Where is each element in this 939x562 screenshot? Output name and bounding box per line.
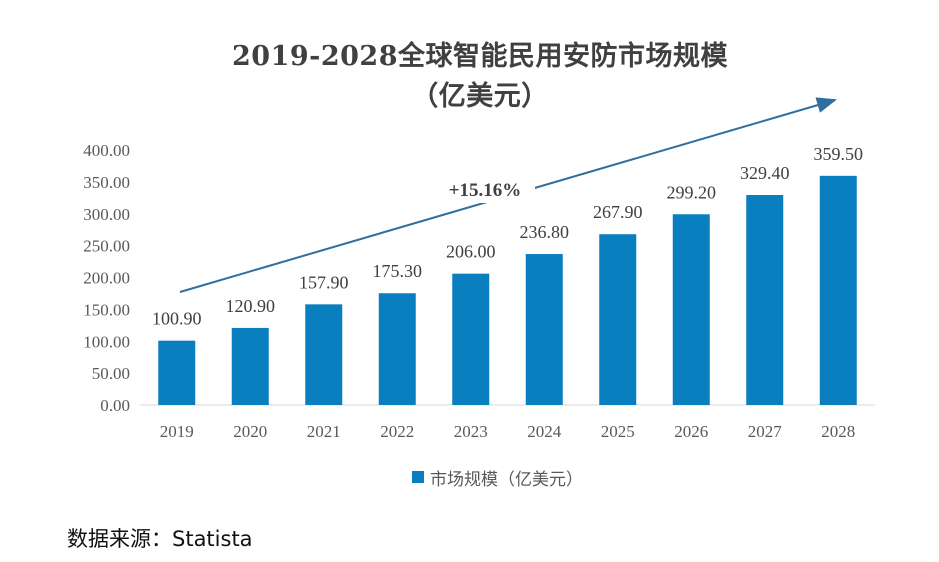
x-tick-label: 2020 bbox=[233, 422, 267, 441]
x-tick-label: 2026 bbox=[674, 422, 708, 441]
data-label: 299.20 bbox=[667, 182, 717, 202]
growth-label-bg bbox=[435, 177, 535, 203]
bar-2028 bbox=[819, 175, 857, 405]
data-label: 206.00 bbox=[446, 242, 496, 262]
bar-2020 bbox=[231, 327, 269, 405]
x-tick-label: 2022 bbox=[380, 422, 414, 441]
y-tick-label: 200.00 bbox=[83, 269, 130, 288]
bar-2024 bbox=[525, 254, 563, 405]
bar-2026 bbox=[672, 214, 710, 405]
data-label: 120.90 bbox=[226, 296, 276, 316]
y-tick-label: 400.00 bbox=[83, 141, 130, 160]
x-tick-label: 2021 bbox=[307, 422, 341, 441]
y-tick-label: 300.00 bbox=[83, 205, 130, 224]
y-tick-label: 350.00 bbox=[83, 173, 130, 192]
bar-2025 bbox=[599, 234, 637, 405]
bar-2027 bbox=[746, 195, 784, 405]
bar-chart: 0.00 50.00 100.00 150.00 200.00 250.00 300.00 3… bbox=[83, 97, 875, 441]
data-label: 100.90 bbox=[152, 309, 202, 329]
x-tick-label: 2028 bbox=[821, 422, 855, 441]
legend-label: 市场规模（亿美元） bbox=[430, 469, 583, 490]
data-label: 359.50 bbox=[814, 144, 864, 164]
bar-2023 bbox=[452, 273, 490, 405]
data-label: 267.90 bbox=[593, 202, 643, 222]
data-label: 157.90 bbox=[299, 272, 349, 292]
source-note: 数据来源：Statista bbox=[67, 527, 253, 551]
y-tick-label: 250.00 bbox=[83, 237, 130, 256]
y-tick-label: 0.00 bbox=[100, 396, 130, 415]
y-tick-label: 150.00 bbox=[83, 300, 130, 319]
bar-2022 bbox=[378, 293, 416, 405]
data-label: 236.80 bbox=[520, 222, 570, 242]
y-tick-label: 100.00 bbox=[83, 332, 130, 351]
x-tick-label: 2023 bbox=[454, 422, 488, 441]
x-tick-label: 2025 bbox=[601, 422, 635, 441]
data-label: 329.40 bbox=[740, 163, 790, 183]
x-tick-label: 2024 bbox=[527, 422, 562, 441]
growth-annotation: +15.16% bbox=[449, 180, 522, 201]
x-tick-label: 2027 bbox=[748, 422, 783, 441]
chart-title: 2019-2028全球智能民用安防市场规模 bbox=[232, 41, 728, 72]
data-label: 175.30 bbox=[373, 261, 423, 281]
legend-swatch bbox=[412, 471, 424, 483]
x-tick-label: 2019 bbox=[160, 422, 194, 441]
y-tick-label: 50.00 bbox=[92, 364, 130, 383]
bar-2019 bbox=[158, 340, 196, 405]
legend: 市场规模（亿美元） bbox=[412, 466, 583, 490]
chart-frame: 2019-2028全球智能民用安防市场规模 （亿美元） 0.00 50.00 100… bbox=[40, 0, 920, 505]
bar-2021 bbox=[305, 304, 343, 405]
chart-subtitle: （亿美元） bbox=[411, 81, 549, 112]
